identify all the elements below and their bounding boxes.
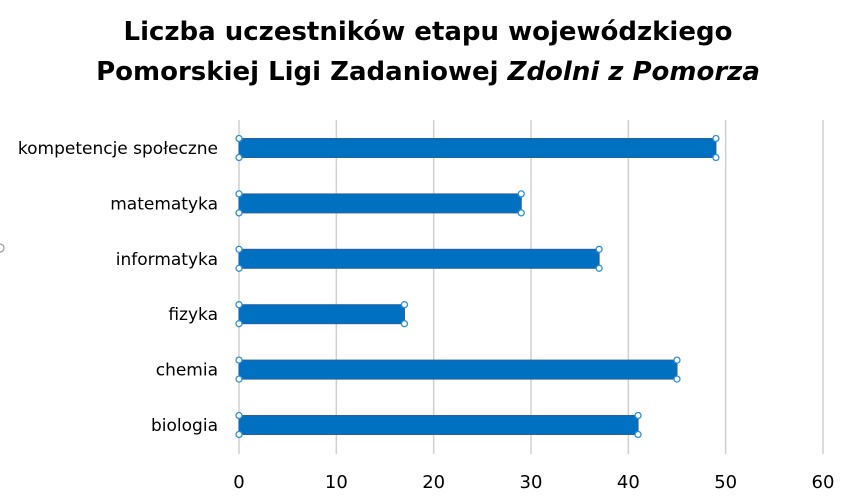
selection-handle[interactable] (634, 430, 642, 439)
selection-handle[interactable] (235, 375, 243, 383)
category-label: kompetencje społeczne (18, 139, 218, 159)
chart-title-line-2: Pomorskiej Ligi Zadaniowej Zdolni z Pomo… (96, 57, 760, 87)
selection-handle[interactable] (235, 320, 243, 328)
category-label: matematyka (110, 194, 218, 214)
selection-handle[interactable] (712, 153, 720, 162)
bar[interactable] (238, 248, 600, 269)
selection-handle[interactable] (595, 245, 603, 253)
selection-handle[interactable] (235, 134, 243, 143)
x-axis-tick-labels: 0 10 20 30 40 50 60 (233, 472, 834, 493)
selection-handle[interactable] (235, 209, 243, 217)
bar[interactable] (238, 415, 639, 435)
selection-handle[interactable] (235, 153, 243, 162)
x-tick-label: 60 (812, 472, 835, 493)
bar[interactable] (238, 304, 405, 325)
left-edge-marker (0, 243, 5, 253)
chart-title-regular-part: Pomorskiej Ligi Zadaniowej (96, 57, 507, 87)
selection-handle[interactable] (595, 264, 603, 272)
bars (235, 134, 720, 439)
bar[interactable] (238, 193, 522, 214)
selection-handle[interactable] (634, 411, 642, 420)
category-label: fizyka (168, 305, 218, 325)
chart-title-italic-part: Zdolni z Pomorza (507, 57, 760, 87)
selection-handle[interactable] (673, 356, 681, 364)
selection-handle[interactable] (235, 411, 243, 420)
x-tick-label: 10 (325, 472, 348, 493)
bar[interactable] (238, 138, 717, 158)
category-label: informatyka (116, 250, 218, 270)
gridlines (238, 120, 824, 454)
selection-handle[interactable] (235, 430, 243, 439)
category-label: biologia (151, 416, 218, 436)
chart-title-line-1: Liczba uczestników etapu wojewódzkiego (124, 17, 733, 47)
category-labels: kompetencje społeczne matematyka informaty… (18, 139, 218, 436)
x-tick-label: 0 (233, 472, 244, 493)
selection-handle[interactable] (517, 190, 525, 198)
selection-handle[interactable] (235, 190, 243, 198)
selection-handle[interactable] (235, 264, 243, 272)
selection-handle[interactable] (517, 209, 525, 217)
x-tick-label: 30 (520, 472, 543, 493)
selection-handle[interactable] (400, 320, 409, 328)
x-tick-label: 50 (714, 472, 737, 493)
x-tick-label: 20 (422, 472, 445, 493)
category-label: chemia (156, 361, 218, 381)
x-tick-label: 40 (617, 472, 640, 493)
selection-handle[interactable] (235, 356, 243, 364)
bar[interactable] (238, 359, 678, 380)
selection-handle[interactable] (400, 301, 409, 309)
selection-handle[interactable] (235, 245, 243, 253)
selection-handle[interactable] (712, 134, 720, 143)
selection-handle[interactable] (673, 375, 681, 383)
selection-handle[interactable] (235, 301, 243, 309)
